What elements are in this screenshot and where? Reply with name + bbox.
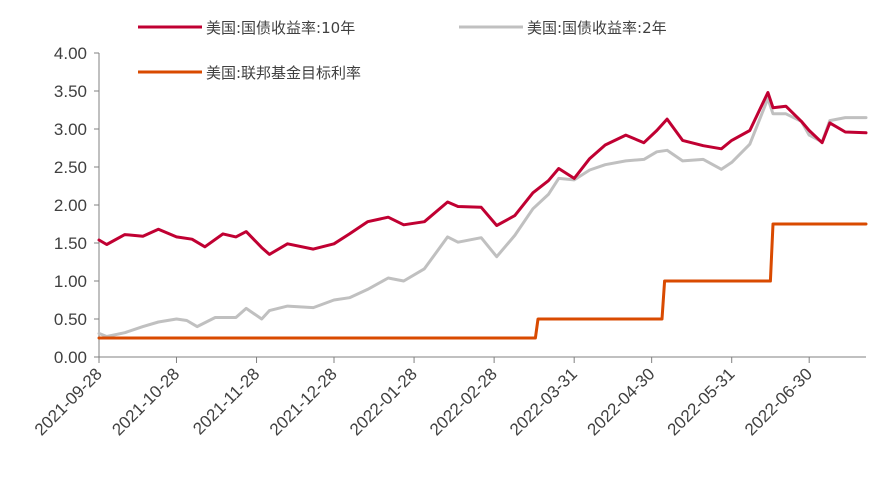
- x-tick-label: 2022-01-28: [346, 364, 421, 439]
- y-tick-label: 4.00: [54, 44, 87, 63]
- y-tick-label: 0.00: [54, 348, 87, 367]
- x-tick-label: 2022-05-31: [664, 364, 739, 439]
- x-tick-label: 2021-09-28: [31, 364, 106, 439]
- y-tick-label: 3.50: [54, 82, 87, 101]
- x-tick-label: 2021-10-28: [108, 364, 183, 439]
- y-tick-label: 2.00: [54, 196, 87, 215]
- series-line-1: [97, 97, 868, 338]
- x-tick-label: 2022-04-30: [584, 364, 659, 439]
- series-line-2: [97, 222, 868, 340]
- y-tick-label: 3.00: [54, 120, 87, 139]
- legend-label: 美国:联邦基金目标利率: [206, 64, 361, 82]
- x-tick-label: 2021-12-28: [266, 364, 341, 439]
- series-group: [97, 91, 868, 340]
- y-tick-label: 1.50: [54, 234, 87, 253]
- legend-label: 美国:国债收益率:10年: [206, 19, 355, 37]
- y-tick-label: 0.50: [54, 310, 87, 329]
- series-line-0: [97, 91, 868, 256]
- y-tick-label: 1.00: [54, 272, 87, 291]
- x-tick-label: 2022-06-30: [741, 364, 816, 439]
- x-tick-label: 2022-03-31: [506, 364, 581, 439]
- x-tick-label: 2022-02-28: [426, 364, 501, 439]
- legend-label: 美国:国债收益率:2年: [527, 19, 667, 37]
- y-tick-label: 2.50: [54, 158, 87, 177]
- y-axis: 0.00 0.50 1.00 1.50 2.00 2.50 3.00 3.50 4.00: [54, 44, 100, 367]
- x-axis: 2021-09-28 2021-10-28 2021-11-28 2021-12-28…: [31, 356, 866, 439]
- x-tick-label: 2021-11-28: [189, 364, 263, 438]
